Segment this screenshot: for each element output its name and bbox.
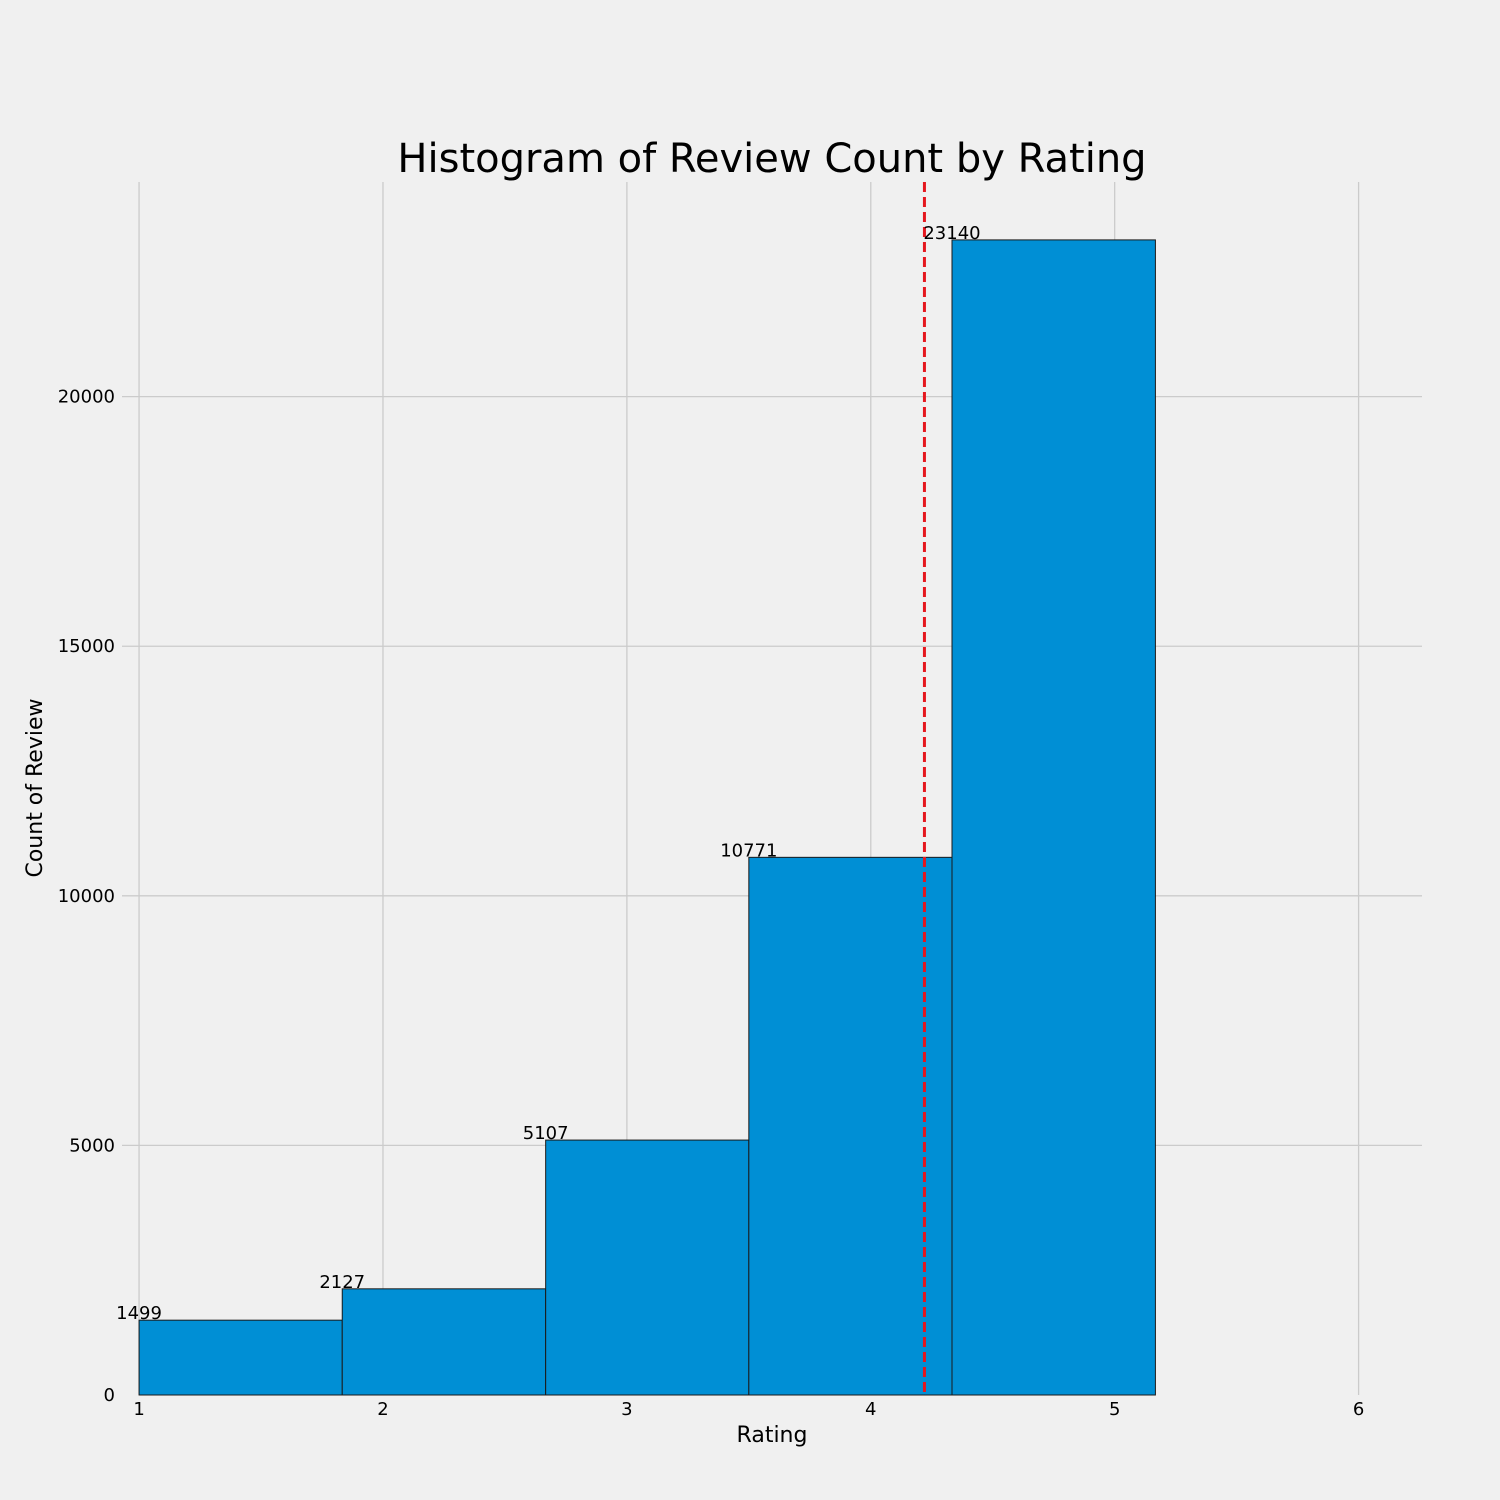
y-tick-label: 5000 <box>69 1135 115 1156</box>
y-tick-label: 20000 <box>58 387 115 408</box>
bar-value-label: 5107 <box>523 1123 569 1144</box>
x-tick-label: 1 <box>133 1399 144 1420</box>
x-tick-label: 2 <box>377 1399 388 1420</box>
y-axis-label: Count of Review <box>23 698 48 877</box>
histogram-bar <box>951 239 1156 1396</box>
x-axis-label: Rating <box>737 1423 808 1448</box>
histogram-bar <box>138 1319 343 1396</box>
x-tick-label: 6 <box>1353 1399 1364 1420</box>
chart-title: Histogram of Review Count by Rating <box>397 136 1146 182</box>
bar-labels: 1499 2127 5107 10771 23140 <box>116 223 980 1324</box>
ticks: 1 2 3 4 5 6 0 5000 10000 15000 20000 <box>58 387 1365 1420</box>
bars <box>138 239 1156 1396</box>
y-tick-label: 15000 <box>58 636 115 657</box>
y-tick-label: 0 <box>104 1385 115 1406</box>
histogram-bar <box>545 1139 750 1396</box>
bar-value-label: 2127 <box>319 1272 365 1293</box>
x-tick-label: 3 <box>621 1399 632 1420</box>
bar-value-label: 23140 <box>923 223 980 244</box>
x-tick-label: 5 <box>1109 1399 1120 1420</box>
bar-value-label: 1499 <box>116 1303 162 1324</box>
y-tick-label: 10000 <box>58 886 115 907</box>
x-tick-label: 4 <box>865 1399 876 1420</box>
histogram-bar <box>748 856 953 1396</box>
histogram-bar <box>341 1288 547 1396</box>
bar-value-label: 10771 <box>720 840 777 861</box>
